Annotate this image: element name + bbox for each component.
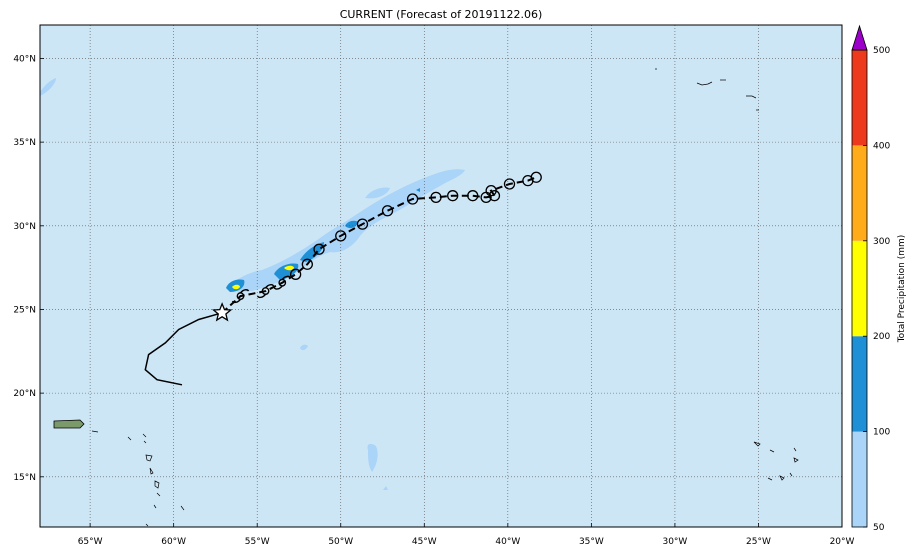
- colorbar-tick-label: 100: [873, 428, 890, 438]
- lon-tick-label: 40°W: [495, 537, 520, 547]
- island-puerto-rico: [53, 419, 85, 429]
- island-small: [142, 433, 147, 444]
- precip-band-50-100: [300, 344, 308, 351]
- colorbar-tick-label: 400: [873, 141, 890, 151]
- precipitation-field: [40, 78, 465, 490]
- island-small: [779, 475, 785, 481]
- island-small: [156, 492, 161, 497]
- ocean-background: [40, 25, 842, 527]
- island-small: [145, 454, 153, 462]
- forecast-position-icon: [530, 171, 542, 183]
- lat-tick-label: 25°N: [13, 305, 36, 315]
- island-small: [149, 467, 154, 475]
- precip-band-50-100: [228, 169, 465, 292]
- precip-band-50-100: [40, 78, 56, 96]
- island-small: [769, 449, 775, 453]
- forecast-position-icon: [335, 230, 347, 242]
- island-small: [789, 472, 793, 477]
- colorbar-segment: [852, 431, 867, 527]
- island-small: [793, 447, 797, 452]
- forecast-position-icon: [447, 190, 459, 202]
- island-small: [145, 523, 149, 527]
- tropical-storm-icon: [273, 275, 291, 290]
- colorbar-segment: [852, 50, 867, 146]
- island-small: [793, 457, 799, 463]
- forecast-position-icon: [301, 258, 313, 270]
- axis-ticks: 65°W 60°W 55°W 50°W 45°W 40°W 35°W 30°W 25°W 20°W…: [13, 54, 854, 547]
- lon-tick-label: 55°W: [245, 537, 270, 547]
- lon-tick-label: 20°W: [830, 537, 855, 547]
- forecast-position-icon: [356, 218, 369, 230]
- precip-band-50-100: [365, 187, 390, 199]
- colorbar-segment: [852, 240, 867, 337]
- colorbar-extend-triangle: [851, 24, 868, 51]
- island-small: [696, 81, 713, 86]
- colorbar-tick-label: 500: [873, 46, 890, 56]
- precip-band-50-100: [367, 443, 378, 472]
- island-small: [91, 430, 99, 433]
- lon-tick-label: 35°W: [579, 537, 604, 547]
- lat-tick-label: 15°N: [13, 473, 36, 483]
- lon-tick-label: 50°W: [328, 537, 353, 547]
- forecast-position-icon: [503, 178, 516, 190]
- forecast-position-icon: [430, 191, 442, 204]
- colorbar-tick-label: 50: [873, 523, 885, 533]
- precip-band-100-200: [416, 188, 420, 192]
- past-track-line: [144, 312, 223, 386]
- island-small: [127, 436, 132, 441]
- forecast-position-icon: [313, 243, 325, 255]
- island-small: [767, 477, 773, 481]
- precip-band-100-200: [345, 220, 358, 229]
- colorbar-segment: [852, 336, 867, 432]
- forecast-position-icon: [381, 205, 394, 217]
- tropical-storm-icon: [256, 284, 275, 299]
- land-outlines: [53, 68, 799, 527]
- figure-title: CURRENT (Forecast of 20191122.06): [339, 8, 543, 21]
- lat-tick-label: 20°N: [13, 389, 36, 399]
- lat-tick-label: 35°N: [13, 138, 36, 148]
- storm-track: [144, 171, 542, 386]
- precip-band-100-200: [300, 242, 324, 262]
- lat-tick-label: 30°N: [13, 222, 36, 232]
- lon-tick-label: 25°W: [746, 537, 771, 547]
- colorbar-label: Total Precipitation (mm): [897, 235, 907, 344]
- map-frame: [39, 24, 843, 528]
- colorbar: 50 100 200 300 400 500 Total Precipitation (mm…: [851, 24, 907, 533]
- precip-band-50-100: [383, 486, 388, 490]
- precip-band-200-300: [232, 284, 240, 290]
- colorbar-tick-label: 300: [873, 237, 890, 247]
- forecast-position-icon: [406, 193, 419, 205]
- lon-tick-label: 60°W: [161, 537, 186, 547]
- precip-band-200-300: [284, 265, 294, 271]
- island-small: [180, 505, 185, 511]
- island-small: [154, 480, 160, 489]
- lon-tick-label: 45°W: [412, 537, 437, 547]
- lon-tick-label: 65°W: [78, 537, 103, 547]
- island-small: [746, 95, 757, 99]
- colorbar-tick-label: 200: [873, 332, 890, 342]
- island-small: [753, 441, 761, 447]
- lat-tick-label: 40°N: [13, 54, 36, 64]
- colorbar-segment: [852, 145, 867, 241]
- tropical-storm-icon: [231, 289, 250, 304]
- star-icon: [211, 302, 233, 322]
- forecast-position-icon: [467, 190, 479, 202]
- island-small: [153, 504, 157, 509]
- colorbar-frame: [851, 49, 868, 528]
- forecast-position-icon: [485, 185, 497, 197]
- forecast-position-icon: [289, 268, 302, 280]
- lon-tick-label: 30°W: [662, 537, 687, 547]
